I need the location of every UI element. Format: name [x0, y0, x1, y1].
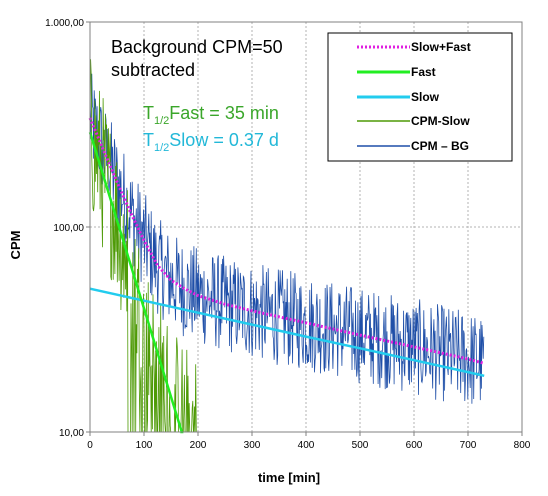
series-line-slow-fast: [88, 117, 485, 365]
legend: Slow+Fast Fast Slow CPM-Slow CPM – BG: [327, 32, 513, 162]
annotation-slow-t: T: [143, 130, 154, 150]
legend-label-cpm-bg: CPM – BG: [411, 139, 469, 153]
annotation-fast-sub: 1/2: [154, 115, 169, 127]
annotation-fast-value: Fast = 35 min: [169, 103, 279, 123]
x-tick-label: 700: [460, 440, 477, 451]
series-line-slow: [89, 287, 485, 378]
legend-label-slow: Slow: [411, 90, 440, 104]
legend-label-cpm-slow: CPM-Slow: [411, 114, 470, 128]
x-tick-label: 300: [244, 440, 261, 451]
y-tick-label: 100,00: [53, 223, 84, 234]
annotation-background: Background CPM=50: [111, 37, 283, 57]
annotation-fast-t: T: [143, 103, 154, 123]
tick-layer: 0 100 200 300 400 500 600 700 800 10,00 100,00 1.00…: [45, 18, 531, 451]
x-tick-label: 500: [352, 440, 369, 451]
x-tick-label: 800: [514, 440, 531, 451]
legend-box: [327, 32, 513, 162]
y-tick-label: 1.000,00: [45, 18, 84, 29]
x-tick-label: 400: [298, 440, 315, 451]
x-tick-label: 100: [136, 440, 153, 451]
y-axis-title: CPM: [8, 231, 23, 260]
legend-label-slow-fast: Slow+Fast: [411, 40, 471, 54]
x-tick-label: 600: [406, 440, 423, 451]
annotation-slow-halflife: T1/2Slow = 0.37 d: [143, 130, 279, 154]
annotation-subtracted: subtracted: [111, 60, 195, 80]
x-axis-title: time [min]: [258, 470, 320, 485]
y-tick-label: 10,00: [59, 428, 84, 439]
annotation-slow-sub: 1/2: [154, 142, 169, 154]
x-tick-label: 200: [190, 440, 207, 451]
annotation-slow-value: Slow = 0.37 d: [169, 130, 279, 150]
x-tick-label: 0: [87, 440, 93, 451]
annotation-fast-halflife: T1/2Fast = 35 min: [143, 103, 279, 127]
legend-label-fast: Fast: [411, 65, 436, 79]
